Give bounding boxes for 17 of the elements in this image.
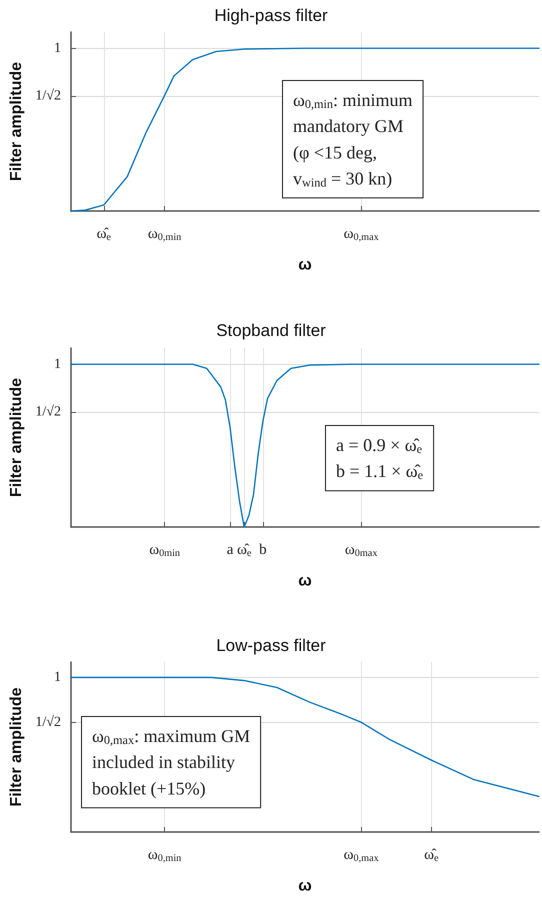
ref-line-label: 1 [54,670,61,685]
ref-line-label: 1/√2 [35,714,61,730]
x-axis-title: ω [298,878,312,894]
ref-line-label: 1/√2 [35,87,61,104]
x-tick-label: b [259,542,267,558]
x-axis-title: ω [298,256,312,274]
y-axis-title: Filter amplitude [8,62,26,182]
y-axis-title: Filter amplitude [8,378,26,498]
x-tick-label: a [226,542,234,558]
ref-line-label: 1 [54,40,61,56]
chart-title: Stopband filter [216,321,326,340]
ref-line-label: 1/√2 [35,403,61,420]
chart-title: Low-pass filter [216,636,326,655]
ref-line-label: 1 [54,356,61,372]
y-axis-title: Filter amplitude [8,687,26,807]
chart-title: High-pass filter [214,6,328,25]
x-axis-title: ω [298,572,312,590]
